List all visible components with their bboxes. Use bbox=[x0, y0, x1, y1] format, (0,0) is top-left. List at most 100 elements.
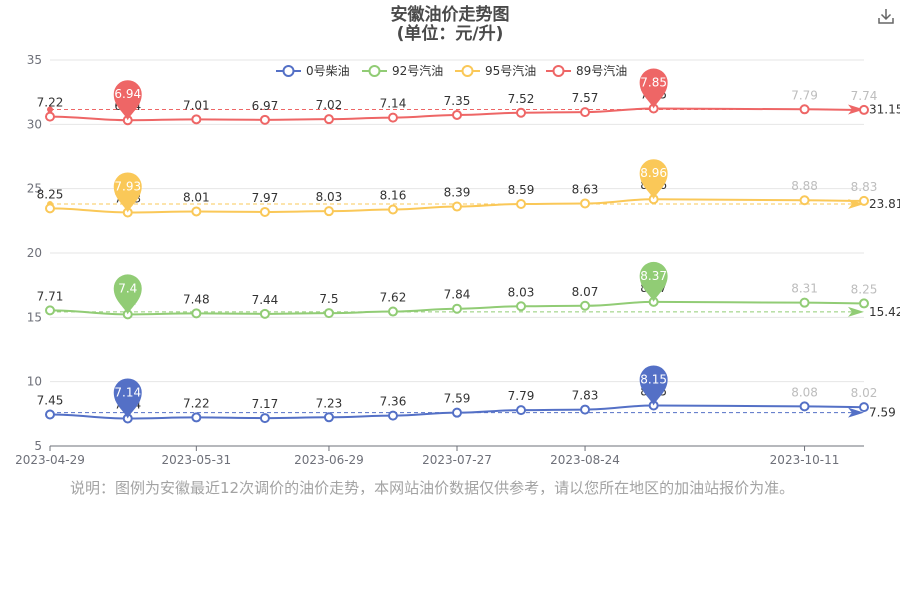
series-0: 7.59 7.45 7.14 7.22 7.17 7.23 7.36 7.59 7.79 7.83… bbox=[37, 384, 896, 424]
pin-shape bbox=[113, 80, 142, 121]
average-arrow bbox=[848, 306, 864, 317]
data-point bbox=[45, 409, 55, 420]
data-label: 7.71 bbox=[37, 289, 64, 303]
legend-item[interactable]: 0号柴油 bbox=[276, 64, 350, 78]
pin-shape bbox=[639, 261, 668, 302]
pin-label: 7.4 bbox=[118, 281, 137, 295]
legend-symbol bbox=[461, 65, 474, 77]
chart-title-block: 安徽油价走势图 (单位：元/升) bbox=[0, 6, 900, 44]
max-pin-marker: 8.15 bbox=[639, 365, 668, 406]
data-label: 8.16 bbox=[380, 189, 407, 203]
data-point bbox=[516, 301, 527, 312]
average-label: 31.15 bbox=[869, 103, 900, 117]
legend-symbol bbox=[282, 65, 295, 77]
data-point bbox=[580, 107, 591, 118]
data-point bbox=[452, 407, 462, 418]
average-label: 15.42 bbox=[869, 305, 900, 319]
data-point bbox=[859, 195, 869, 206]
footnote: 说明：图例为安徽最近12次调价的油价走势，本网站油价数据仅供参考，请以您所在地区… bbox=[70, 479, 795, 497]
data-label: 7.52 bbox=[508, 92, 535, 106]
x-tick-label: 2023-07-27 bbox=[422, 453, 492, 467]
data-label: 8.63 bbox=[572, 182, 599, 196]
average-label: 7.59 bbox=[869, 406, 896, 420]
data-label: 8.83 bbox=[851, 180, 878, 194]
data-label: 7.79 bbox=[791, 88, 818, 102]
x-tick-label: 2023-04-29 bbox=[15, 453, 85, 467]
legend-symbol bbox=[368, 65, 381, 77]
data-label: 8.39 bbox=[444, 186, 471, 200]
y-tick-label: 30 bbox=[27, 117, 42, 131]
data-point bbox=[580, 198, 591, 209]
pin-label: 8.96 bbox=[640, 166, 667, 180]
data-label: 7.02 bbox=[316, 98, 343, 112]
data-label: 8.03 bbox=[316, 190, 343, 204]
pin-shape bbox=[639, 159, 668, 200]
pin-shape bbox=[113, 172, 142, 213]
data-point bbox=[799, 195, 810, 206]
data-point bbox=[259, 308, 270, 319]
x-tick-label: 2023-05-31 bbox=[161, 453, 231, 467]
legend-symbol bbox=[552, 65, 565, 77]
download-icon[interactable] bbox=[876, 6, 896, 26]
data-label: 8.59 bbox=[508, 183, 535, 197]
series-2: 23.81 8.25 7.93 8.01 7.97 8.03 8.16 8.39 8.59 8.6… bbox=[37, 178, 900, 218]
y-tick-label: 25 bbox=[27, 182, 42, 196]
data-label: 7.17 bbox=[252, 397, 279, 411]
x-tick-label: 2023-10-11 bbox=[770, 453, 840, 467]
pin-shape bbox=[639, 68, 668, 109]
data-point bbox=[191, 412, 202, 423]
legend[interactable]: 0号柴油 92号汽油 95号汽油 89号汽油 bbox=[276, 63, 627, 78]
average-arrow bbox=[848, 198, 864, 209]
average-arrow bbox=[848, 104, 864, 115]
y-tick-label: 35 bbox=[27, 53, 42, 67]
max-pin-marker: 8.96 bbox=[639, 159, 668, 200]
data-label: 7.22 bbox=[37, 96, 64, 110]
data-point bbox=[323, 114, 334, 125]
grid-lines bbox=[50, 59, 864, 383]
min-pin-marker: 7.14 bbox=[113, 378, 142, 419]
chart-title: 安徽油价走势图 bbox=[390, 5, 510, 25]
pin-label: 7.85 bbox=[640, 76, 667, 90]
data-label: 8.08 bbox=[791, 385, 818, 399]
max-pin-marker: 8.37 bbox=[639, 261, 668, 302]
max-pin-marker: 7.85 bbox=[639, 68, 668, 109]
legend-label: 0号柴油 bbox=[306, 64, 350, 78]
data-point bbox=[452, 303, 462, 314]
pin-label: 8.37 bbox=[640, 269, 667, 283]
data-point bbox=[799, 401, 810, 412]
average-arrow bbox=[848, 407, 864, 418]
legend-item[interactable]: 95号汽油 bbox=[455, 63, 536, 78]
data-point bbox=[387, 112, 398, 123]
legend-label: 95号汽油 bbox=[485, 63, 536, 78]
x-tick-label: 2023-06-29 bbox=[294, 453, 364, 467]
data-label: 7.01 bbox=[183, 98, 210, 112]
min-pin-marker: 7.93 bbox=[113, 172, 142, 213]
data-label: 8.03 bbox=[508, 285, 535, 299]
y-tick-label: 20 bbox=[27, 246, 42, 260]
legend-item[interactable]: 92号汽油 bbox=[362, 63, 443, 78]
data-point bbox=[387, 410, 398, 421]
data-label: 8.07 bbox=[572, 285, 599, 299]
data-point bbox=[452, 109, 462, 120]
data-label: 8.25 bbox=[37, 187, 64, 201]
data-point bbox=[45, 111, 55, 122]
pin-label: 6.94 bbox=[114, 87, 141, 101]
data-label: 7.59 bbox=[444, 392, 471, 406]
data-point bbox=[387, 306, 398, 317]
data-point bbox=[259, 413, 270, 424]
data-label: 7.74 bbox=[851, 89, 878, 103]
data-label: 7.79 bbox=[508, 389, 535, 403]
data-point bbox=[45, 203, 55, 214]
data-point bbox=[45, 305, 55, 316]
data-label: 7.84 bbox=[444, 288, 471, 302]
data-point bbox=[259, 114, 270, 125]
y-tick-label: 10 bbox=[27, 375, 42, 389]
legend-item[interactable]: 89号汽油 bbox=[546, 63, 627, 78]
min-pin-marker: 6.94 bbox=[113, 80, 142, 121]
data-label: 8.31 bbox=[791, 282, 818, 296]
pin-shape bbox=[113, 274, 142, 315]
data-label: 6.97 bbox=[252, 99, 279, 113]
data-label: 7.83 bbox=[572, 389, 599, 403]
data-point bbox=[191, 308, 202, 319]
